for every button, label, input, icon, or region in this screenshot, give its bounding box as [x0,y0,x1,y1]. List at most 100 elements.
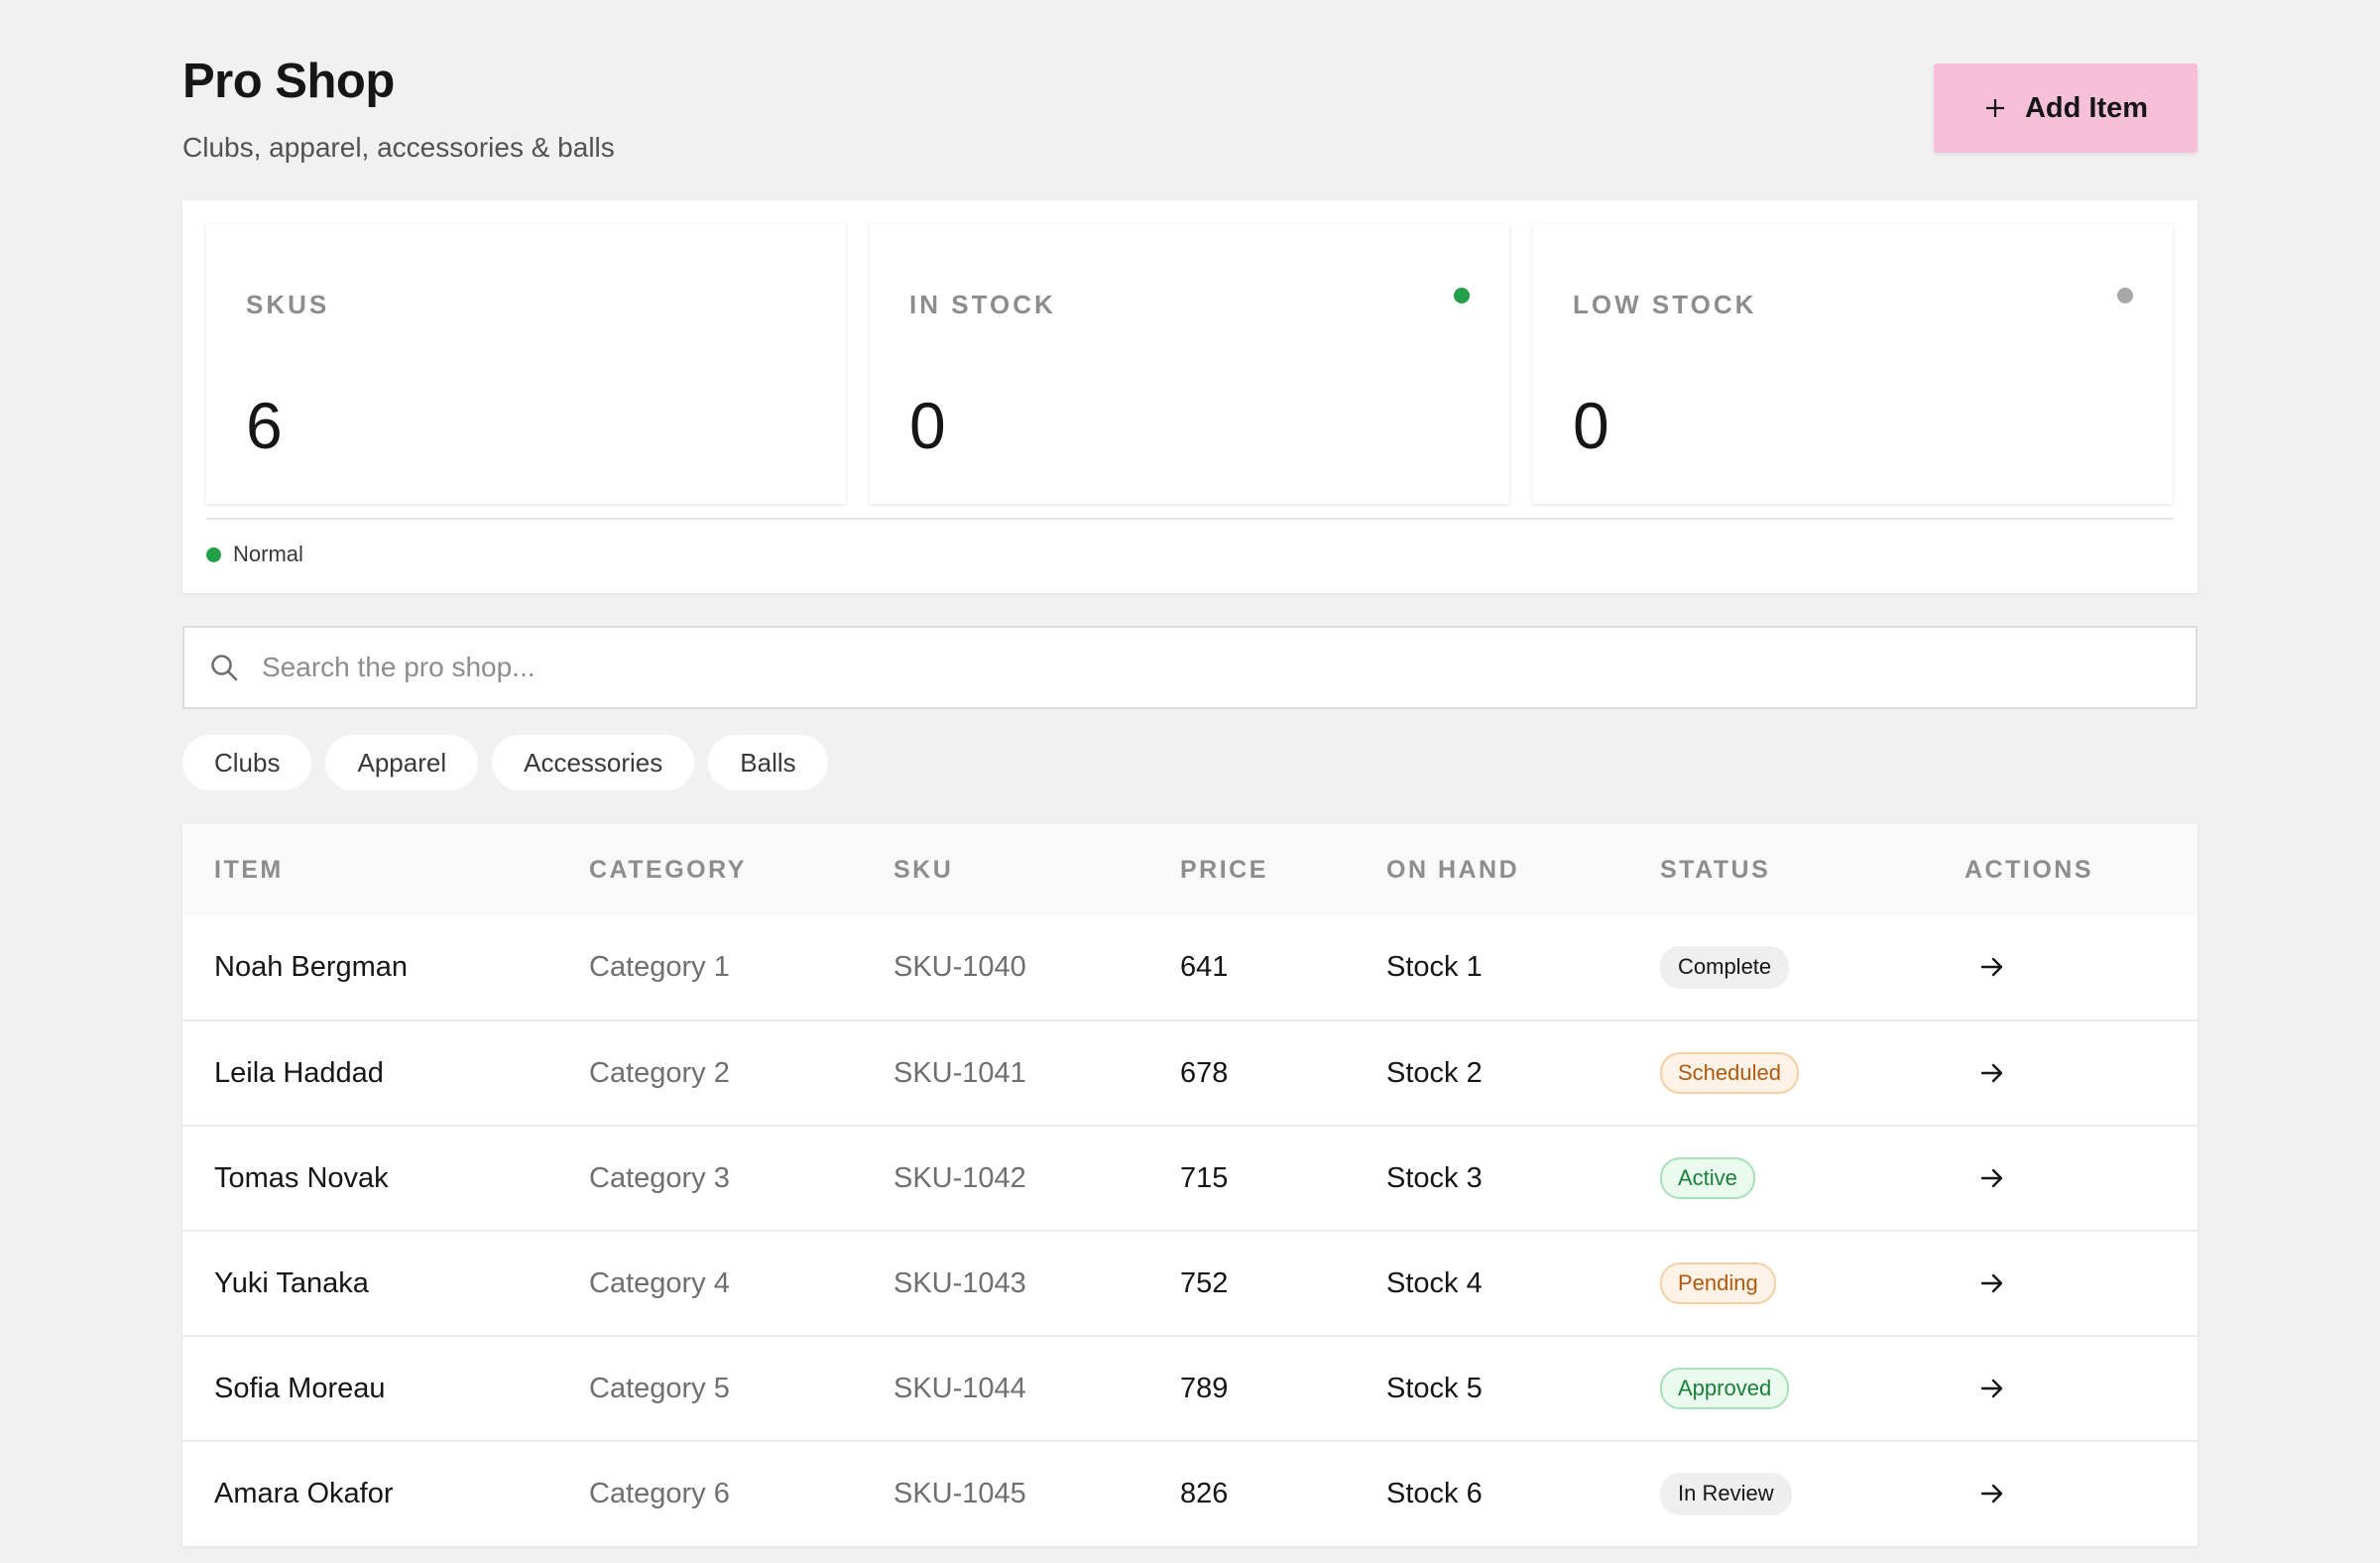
cell-price: 826 [1180,1478,1229,1509]
cell-on-hand: Stock 4 [1386,1266,1483,1299]
row-open-button[interactable] [1972,947,2012,987]
cell-on-hand: Stock 6 [1386,1478,1483,1509]
stat-value: 0 [909,389,946,462]
status-dot-icon [1454,288,1470,303]
filter-chip-apparel[interactable]: Apparel [325,735,479,790]
row-open-button[interactable] [1972,1263,2012,1303]
filter-chip-clubs[interactable]: Clubs [182,735,312,790]
cell-status: Approved [1628,1336,1933,1441]
table-row: Leila Haddad Category 2 SKU-1041 678 Sto… [182,1021,2198,1126]
status-badge: In Review [1660,1473,1792,1515]
column-header-category: CATEGORY [589,855,747,884]
legend-label: Normal [233,541,303,566]
cell-status: Complete [1628,915,1933,1021]
table-row: Sofia Moreau Category 5 SKU-1044 789 Sto… [182,1336,2198,1441]
status-dot-icon [2117,288,2133,303]
page-subtitle: Clubs, apparel, accessories & balls [182,132,615,163]
cell-item: Leila Haddad [214,1056,384,1089]
cell-item: Amara Okafor [214,1478,394,1509]
table-row: Tomas Novak Category 3 SKU-1042 715 Stoc… [182,1126,2198,1231]
stat-card-low-stock: LOW STOCK 0 [1533,224,2173,504]
filter-chip-balls[interactable]: Balls [708,735,828,790]
page-title: Pro Shop [182,55,395,108]
cell-price: 715 [1180,1161,1229,1194]
cell-category: Category 3 [589,1161,730,1194]
cell-category: Category 2 [589,1056,730,1089]
add-item-button-label: Add Item [2024,91,2149,124]
cell-item: Tomas Novak [214,1161,389,1194]
arrow-right-icon [1980,1168,2003,1187]
filter-chip-accessories[interactable]: Accessories [492,735,695,790]
table-row: Yuki Tanaka Category 4 SKU-1043 752 Stoc… [182,1231,2198,1336]
cell-category: Category 1 [589,951,730,983]
arrow-right-icon [1980,1063,2003,1082]
status-badge: Active [1660,1156,1755,1200]
stat-card-in-stock: IN STOCK 0 [870,224,1509,504]
cell-category: Category 5 [589,1372,730,1404]
cell-on-hand: Stock 1 [1386,951,1483,983]
stats-panel: SKUS 6 IN STOCK 0 LOW STOCK 0 Normal [182,200,2198,593]
cell-sku: SKU-1044 [893,1372,1026,1404]
row-open-button[interactable] [1972,1474,2012,1513]
cell-actions [1933,1231,2198,1336]
cell-category: Category 6 [589,1478,730,1509]
cell-sku: SKU-1045 [893,1478,1026,1509]
status-badge: Complete [1660,946,1790,989]
arrow-right-icon [1980,1484,2003,1503]
arrow-right-icon [1980,957,2003,977]
pro-shop-page: Pro Shop Clubs, apparel, accessories & b… [182,0,2198,1546]
stat-card-skus: SKUS 6 [206,224,846,504]
legend: Normal [206,541,303,567]
cell-on-hand: Stock 3 [1386,1161,1483,1194]
stat-value: 6 [246,389,283,462]
add-item-button[interactable]: Add Item [1934,63,2198,153]
cell-on-hand: Stock 5 [1386,1372,1483,1404]
cell-on-hand: Stock 2 [1386,1056,1483,1089]
stat-value: 0 [1573,389,1609,462]
column-header-status: STATUS [1660,855,1771,884]
row-open-button[interactable] [1972,1158,2012,1198]
inventory-table: ITEM CATEGORY SKU PRICE ON HAND STATUS A… [182,824,2198,1546]
cell-sku: SKU-1043 [893,1266,1026,1299]
cell-status: Active [1628,1126,1933,1231]
cell-category: Category 4 [589,1266,730,1299]
arrow-right-icon [1980,1273,2003,1292]
plus-icon [1985,99,2004,117]
cell-actions [1933,1126,2198,1231]
cell-item: Sofia Moreau [214,1372,386,1404]
cell-actions [1933,1441,2198,1546]
stat-label: LOW STOCK [1573,290,1757,319]
column-header-item: ITEM [214,855,284,884]
stat-label: IN STOCK [909,290,1056,319]
legend-dot-icon [206,546,221,562]
search-input[interactable] [260,637,2196,698]
status-badge: Approved [1660,1367,1790,1410]
cell-actions [1933,1021,2198,1126]
cell-price: 752 [1180,1266,1229,1299]
column-header-sku: SKU [893,855,954,884]
cell-sku: SKU-1040 [893,951,1026,983]
cell-status: Scheduled [1628,1021,1933,1126]
column-header-on-hand: ON HAND [1386,855,1520,884]
search-icon [211,655,238,681]
cell-status: Pending [1628,1231,1933,1336]
row-open-button[interactable] [1972,1053,2012,1093]
table-row: Noah Bergman Category 1 SKU-1040 641 Sto… [182,915,2198,1021]
table-header-row: ITEM CATEGORY SKU PRICE ON HAND STATUS A… [182,824,2198,915]
cell-actions [1933,915,2198,1021]
cell-price: 789 [1180,1372,1229,1404]
divider [206,518,2174,520]
table-row: Amara Okafor Category 6 SKU-1045 826 Sto… [182,1441,2198,1546]
cell-actions [1933,1336,2198,1441]
status-badge: Scheduled [1660,1051,1799,1095]
search-box[interactable] [182,626,2198,709]
cell-item: Noah Bergman [214,951,409,983]
arrow-right-icon [1980,1379,2003,1397]
cell-sku: SKU-1041 [893,1056,1026,1089]
row-open-button[interactable] [1972,1369,2012,1408]
page-header: Pro Shop Clubs, apparel, accessories & b… [182,0,2198,194]
stat-label: SKUS [246,290,330,319]
cell-price: 641 [1180,951,1229,983]
status-badge: Pending [1660,1262,1776,1305]
cell-status: In Review [1628,1441,1933,1546]
